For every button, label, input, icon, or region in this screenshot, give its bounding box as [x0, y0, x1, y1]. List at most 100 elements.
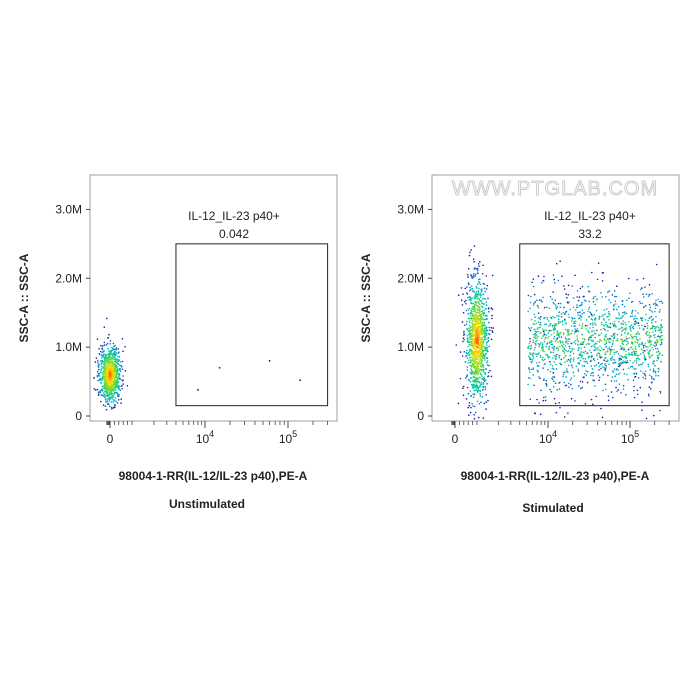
event-dot [644, 357, 646, 360]
event-dot [473, 313, 475, 316]
event-dot [479, 353, 482, 356]
event-dot [617, 389, 620, 391]
event-dot [578, 296, 581, 298]
y-axis: 01.0M2.0M3.0M [397, 202, 432, 423]
event-dot [610, 335, 613, 337]
event-dot [113, 369, 116, 372]
event-dot [581, 323, 584, 325]
event-dot [617, 373, 620, 376]
event-dot [529, 337, 531, 340]
event-dot [649, 343, 652, 346]
event-dot [631, 315, 634, 317]
event-dot [483, 357, 486, 360]
event-dot [102, 395, 104, 397]
event-dot [475, 336, 477, 339]
event-dot [641, 409, 643, 412]
event-dot [585, 328, 588, 330]
event-dot [104, 376, 107, 378]
event-dot [606, 360, 609, 363]
event-dot [654, 302, 657, 304]
event-dot [460, 287, 463, 289]
event-dot [581, 386, 583, 389]
event-dot [476, 309, 479, 312]
event-dot [628, 352, 630, 354]
event-dot [638, 324, 640, 327]
event-dot [104, 395, 107, 398]
event-dot [581, 309, 584, 312]
event-dot [659, 409, 661, 412]
event-dot [461, 304, 464, 306]
event-dot [649, 374, 651, 377]
event-dot [544, 358, 546, 361]
event-dot [106, 371, 109, 373]
event-dot [481, 360, 483, 363]
event-dot [537, 370, 539, 373]
event-dot [544, 396, 547, 398]
event-dot [578, 305, 581, 307]
event-dot [533, 384, 535, 387]
event-dot [600, 339, 602, 342]
event-dot [603, 324, 605, 327]
event-dot [598, 317, 600, 320]
event-dot [105, 400, 108, 403]
event-dot [623, 347, 625, 349]
x-axis: 0 104 105 [106, 421, 329, 446]
event-dot [629, 327, 632, 330]
event-dot [584, 403, 587, 405]
event-dot [556, 330, 558, 332]
event-dot [615, 326, 617, 328]
event-dot [535, 322, 538, 325]
event-dot [120, 398, 122, 400]
event-dot [545, 353, 547, 356]
event-dot [479, 356, 481, 359]
event-dot [636, 354, 639, 357]
event-dot [110, 352, 113, 354]
event-dot [573, 332, 576, 334]
event-dot [595, 342, 598, 345]
event-dot [528, 368, 531, 371]
event-dot [471, 362, 474, 365]
event-dot [532, 367, 534, 369]
event-dot [487, 371, 490, 374]
event-dot [476, 305, 479, 308]
event-dot [474, 372, 477, 375]
event-dot [630, 335, 633, 338]
event-dot [490, 375, 493, 378]
event-dot [558, 336, 561, 339]
event-dot [594, 322, 596, 325]
event-dot [629, 328, 631, 331]
event-dot [585, 300, 587, 302]
event-dot [616, 333, 619, 336]
event-dot [562, 312, 565, 314]
event-dot [471, 287, 474, 290]
event-dot [598, 376, 601, 379]
event-dot [105, 372, 108, 375]
event-dot [611, 376, 614, 378]
event-dot [469, 356, 471, 359]
event-dot [597, 347, 599, 349]
event-dot [471, 376, 473, 379]
event-dot [100, 368, 102, 371]
event-dot [483, 321, 486, 324]
event-dot [632, 379, 635, 382]
event-dot [529, 307, 531, 310]
event-dot [541, 342, 544, 345]
event-dot [596, 329, 598, 332]
event-dot [661, 302, 664, 305]
event-dot [636, 279, 638, 281]
event-dot [111, 353, 114, 355]
event-dot [474, 275, 476, 278]
event-dot [110, 398, 112, 400]
event-dot [598, 334, 600, 337]
event-dot [653, 325, 655, 328]
event-dot [472, 273, 475, 275]
event-dot [605, 308, 608, 310]
event-dot [480, 316, 483, 319]
event-dot [118, 359, 120, 362]
event-dot [553, 380, 555, 383]
event-dot [469, 341, 471, 343]
event-dot [557, 279, 560, 282]
event-dot [104, 390, 106, 393]
event-dot [110, 388, 113, 390]
event-dot [564, 336, 566, 339]
